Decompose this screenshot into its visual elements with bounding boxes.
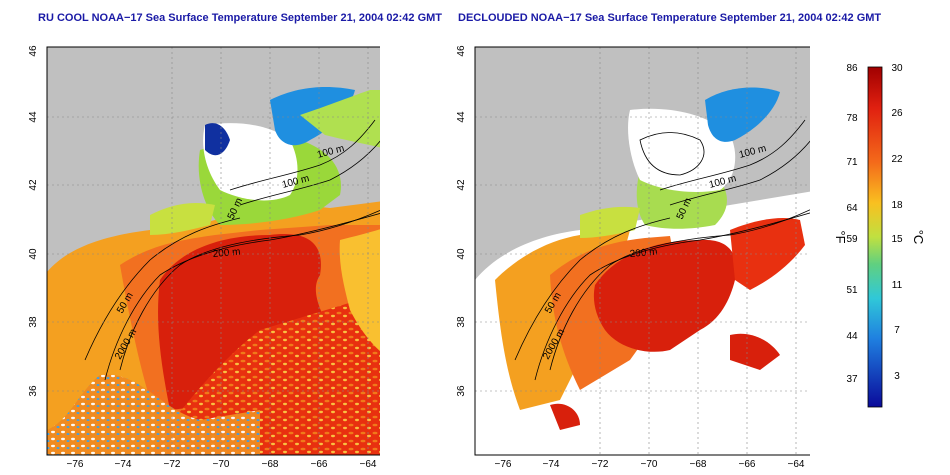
- speckled-south: [47, 374, 260, 455]
- y-tick-label: 44: [456, 111, 467, 123]
- grid-lines: [475, 47, 810, 455]
- x-tick-label: −68: [262, 459, 279, 470]
- y-tick-label: 46: [28, 45, 39, 57]
- y-tick-label: 40: [456, 248, 467, 260]
- speckled-clouds: [150, 293, 380, 455]
- grid-lines: [47, 47, 380, 455]
- x-tick-label: −72: [592, 459, 609, 470]
- gulf-of-maine-white: [628, 108, 736, 192]
- fahrenheit-tick: 44: [846, 331, 858, 342]
- western-shelf-green: [150, 203, 215, 235]
- gulf-stream: [593, 239, 737, 352]
- y-axis: 46 44 42 40 38 36: [456, 45, 467, 397]
- x-tick-label: −68: [690, 459, 707, 470]
- y-tick-label: 42: [456, 179, 467, 191]
- x-tick-label: −76: [495, 459, 512, 470]
- nova-scotia-green: [300, 90, 380, 148]
- southern-warm-patch: [550, 403, 580, 430]
- fahrenheit-tick: 78: [846, 113, 858, 124]
- bay-of-fundy-blue: [705, 87, 780, 142]
- celsius-tick: 3: [894, 371, 900, 382]
- map-frame: [46, 46, 380, 456]
- eastern-warm-patch: [730, 218, 805, 290]
- celsius-label: °C: [911, 230, 926, 245]
- southern-warm-patch: [730, 333, 780, 370]
- y-tick-label: 38: [456, 316, 467, 328]
- x-tick-label: −70: [213, 459, 230, 470]
- y-tick-label: 36: [456, 385, 467, 397]
- x-tick-label: −74: [115, 459, 132, 470]
- y-tick-label: 36: [28, 385, 39, 397]
- depth-contours: [84, 119, 380, 381]
- right-panel-title: DECLOUDED NOAA−17 Sea Surface Temperatur…: [458, 12, 882, 24]
- celsius-tick: 18: [891, 200, 903, 211]
- fahrenheit-tick: 59: [846, 234, 858, 245]
- fahrenheit-tick: 64: [846, 203, 858, 214]
- temperature-colorbar: 86 78 71 64 59 51 44 37 30 26 22 18 15 1…: [833, 63, 926, 408]
- right-sst-map: 100 m 100 m 50 m 200 m 50 m 2000 m 46 44…: [456, 45, 810, 470]
- depth-contours: [514, 119, 810, 381]
- celsius-tick: 15: [891, 234, 903, 245]
- x-tick-label: −70: [641, 459, 658, 470]
- contour-label: 200 m: [212, 247, 241, 260]
- maine-coast-blue: [205, 123, 230, 156]
- x-axis: −76 −74 −72 −70 −68 −66 −64: [67, 459, 377, 470]
- y-tick-label: 38: [28, 316, 39, 328]
- western-shelf-green: [580, 206, 640, 238]
- celsius-tick: 30: [891, 63, 903, 74]
- x-tick-label: −76: [67, 459, 84, 470]
- colorbar-gradient: [867, 66, 883, 408]
- x-tick-label: −66: [311, 459, 328, 470]
- fahrenheit-tick: 86: [846, 63, 858, 74]
- celsius-tick: 11: [892, 280, 903, 291]
- y-axis: 46 44 42 40 38 36: [28, 45, 39, 397]
- left-sst-map: 100 m 100 m 50 m 200 m 50 m 2000 m 46 44…: [28, 45, 380, 470]
- fahrenheit-label: °F: [833, 230, 848, 243]
- celsius-tick: 7: [894, 325, 900, 336]
- y-tick-label: 44: [28, 111, 39, 123]
- x-tick-label: −74: [543, 459, 560, 470]
- fahrenheit-tick: 51: [846, 285, 858, 296]
- x-tick-label: −72: [164, 459, 181, 470]
- contour-label: 200 m: [629, 247, 658, 260]
- x-tick-label: −64: [788, 459, 805, 470]
- fahrenheit-tick: 37: [846, 374, 858, 385]
- celsius-tick: 26: [891, 108, 903, 119]
- celsius-tick: 22: [891, 154, 903, 165]
- map-frame: [474, 46, 810, 456]
- y-tick-label: 42: [28, 179, 39, 191]
- left-panel-title: RU COOL NOAA−17 Sea Surface Temperature …: [38, 12, 443, 24]
- fahrenheit-tick: 71: [846, 157, 858, 168]
- y-tick-label: 46: [456, 45, 467, 57]
- x-tick-label: −64: [360, 459, 377, 470]
- x-tick-label: −66: [739, 459, 756, 470]
- eastern-warm-edge: [339, 229, 380, 352]
- x-axis: −76 −74 −72 −70 −68 −66 −64: [495, 459, 805, 470]
- y-tick-label: 40: [28, 248, 39, 260]
